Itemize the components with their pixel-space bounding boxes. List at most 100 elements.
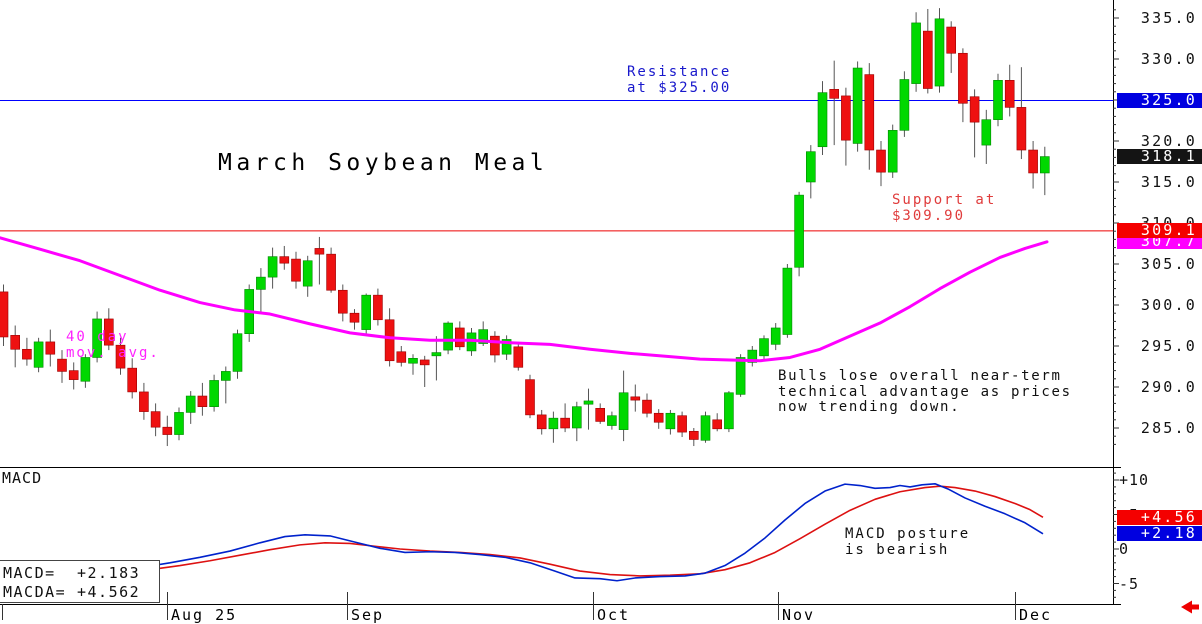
candle-body <box>770 327 781 345</box>
candle-body <box>162 426 173 435</box>
moving-average-annotation: 40 day mov. avg. <box>66 329 160 361</box>
candle-body <box>57 358 67 372</box>
candle-body <box>232 333 243 372</box>
support-annotation: Support at $309.90 <box>892 192 997 224</box>
price-axis-label: 305.0 <box>1140 255 1197 273</box>
candle-body <box>969 96 980 123</box>
candle-body <box>396 351 407 363</box>
candle-body <box>712 419 723 430</box>
price-axis-label: 315.0 <box>1140 173 1197 191</box>
candle-body <box>911 22 921 84</box>
candle-body <box>1028 149 1038 174</box>
candle-body <box>618 392 629 430</box>
macd-posture-annotation: MACD posture is bearish <box>845 526 971 558</box>
candle-body <box>817 92 828 148</box>
candle-body <box>642 399 652 414</box>
candle-body <box>794 194 804 268</box>
candle-body <box>33 341 44 368</box>
price-marker-box: 309.1 <box>1117 222 1202 238</box>
candle-body <box>607 415 617 426</box>
candle-body <box>139 391 149 412</box>
macd-info-row: MACDA= +4.562 <box>3 583 159 602</box>
candle-body <box>197 395 208 407</box>
candle-body <box>946 26 957 54</box>
macd-axis-label: -5 <box>1119 574 1140 593</box>
macd-info-box: MACD= +2.183 MACDA= +4.562 <box>0 560 160 603</box>
candle-body <box>256 276 266 290</box>
candle-body <box>22 348 32 360</box>
candle-body <box>0 291 9 338</box>
macd-info-row: MACD= +2.183 <box>3 564 159 583</box>
candle-body <box>150 411 161 428</box>
macd-panel-label: MACD <box>2 469 43 487</box>
candle-body <box>127 367 137 393</box>
candle-body <box>981 119 992 146</box>
candle-body <box>419 359 430 366</box>
candle-body <box>1016 107 1027 151</box>
price-axis-label: 285.0 <box>1140 419 1197 437</box>
candle-body <box>373 294 383 321</box>
candle-body <box>665 412 676 430</box>
candle-body <box>841 95 851 141</box>
price-axis-label: 295.0 <box>1140 337 1197 355</box>
candle-body <box>876 149 886 173</box>
candle-body <box>349 312 360 323</box>
candle-body <box>864 74 875 151</box>
macd-line <box>0 482 1044 585</box>
candle-body <box>92 318 102 358</box>
macd-axis-label: 0 <box>1119 540 1130 558</box>
candle-body <box>782 267 793 335</box>
candle-body <box>735 357 746 395</box>
candle-body <box>314 248 325 255</box>
candle-body <box>115 344 126 369</box>
price-axis-label: 290.0 <box>1140 378 1197 396</box>
candle-body <box>45 341 56 355</box>
macd-value: +2.183 <box>77 564 141 582</box>
candle-body <box>302 260 313 287</box>
candle-body <box>571 406 582 429</box>
candle-body <box>221 371 231 381</box>
candle-body <box>536 414 547 430</box>
candle-body <box>326 253 336 291</box>
candle-body <box>922 30 933 89</box>
price-marker-box: 318.1 <box>1117 149 1202 165</box>
candle-body <box>805 151 816 183</box>
red-left-arrow-icon <box>1181 600 1199 614</box>
candle-body <box>724 392 734 430</box>
candle-body <box>361 294 372 330</box>
macda-line <box>0 485 1044 580</box>
candle-body <box>80 357 91 382</box>
candle-body <box>10 335 20 350</box>
candle-body <box>852 67 863 144</box>
candle-body <box>700 415 711 441</box>
candle-body <box>443 322 453 351</box>
candle-body <box>829 89 840 99</box>
candle-body <box>431 352 442 357</box>
macd-marker-box: +2.18 <box>1117 526 1202 542</box>
x-axis-month-label: Nov <box>782 606 816 624</box>
x-axis-month-label: Sep <box>351 606 385 624</box>
macda-value-label: MACDA= <box>3 583 67 601</box>
price-axis-label: 320.0 <box>1140 132 1197 150</box>
candle-body <box>384 319 395 362</box>
candle-body <box>630 396 641 401</box>
macd-marker-box: +4.56 <box>1117 510 1202 526</box>
candle-body <box>688 430 699 440</box>
candle-body <box>993 80 1003 120</box>
x-axis-month-label: Aug 25 <box>171 606 238 624</box>
candle-body <box>899 79 910 131</box>
candle-body <box>209 380 219 407</box>
candle-body <box>747 349 758 363</box>
ma40-line <box>0 236 1049 363</box>
candle-body <box>958 52 968 104</box>
commentary-annotation: Bulls lose overall near-term technical a… <box>778 368 1072 415</box>
macd-axis-label: +10 <box>1119 471 1150 489</box>
candle-body <box>408 357 418 364</box>
candle-body <box>653 412 664 423</box>
candle-body <box>279 256 290 264</box>
x-axis-month-label: Oct <box>597 606 631 624</box>
candle-body <box>934 18 945 87</box>
candle-body <box>291 258 301 282</box>
